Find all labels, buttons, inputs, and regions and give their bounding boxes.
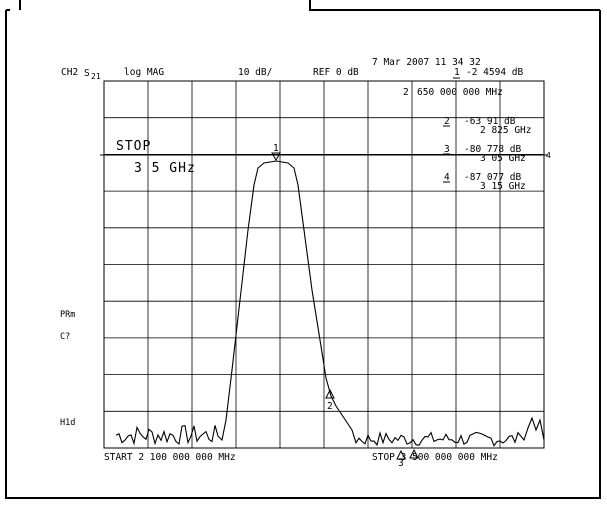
marker-4-offscale-label: 4 — [546, 151, 551, 160]
graticule — [100, 80, 548, 449]
marker-table-row: 4 -87 077 dB3 15 GHz — [443, 172, 526, 192]
svg-text:2: 2 — [327, 401, 333, 412]
marker-3-glyph: 3 — [396, 449, 406, 469]
marker-table-row: 3 -80 778 dB3 05 GHz — [443, 144, 526, 164]
param-label: S — [84, 68, 90, 79]
active-marker-freq-number: 2 — [403, 87, 409, 98]
format-label: log MAG — [124, 67, 164, 78]
pram-label: PRm — [60, 310, 75, 320]
active-marker-number: 1 — [454, 67, 460, 78]
svg-text:1: 1 — [273, 143, 279, 154]
svg-text:3: 3 — [398, 458, 404, 469]
cq-label: C? — [60, 332, 70, 342]
marker-number: 3 — [444, 144, 450, 155]
entry-value: 3 5 GHz — [134, 161, 196, 176]
marker-table: 2 -63 91 dB2 825 GHz 3 -80 778 dB3 05 GHz 4 -… — [443, 116, 531, 192]
marker-2-glyph: 2 — [325, 388, 335, 412]
marker-number: 4 — [444, 172, 450, 183]
marker-1-glyph: 1 — [271, 143, 281, 162]
start-frequency: START 2 100 000 000 MHz — [104, 452, 236, 463]
marker-db-value: -80 778 dB — [464, 144, 521, 155]
hold-label: H1d — [60, 418, 75, 428]
marker-freq-value: 3 05 GHz — [480, 153, 526, 164]
timestamp: 7 Mar 2007 11 34 32 — [372, 57, 481, 68]
marker-table-row: 2 -63 91 dB2 825 GHz — [443, 116, 531, 136]
entry-label: STOP — [116, 139, 151, 154]
display-frame — [5, 0, 601, 499]
s21-trace — [115, 160, 545, 447]
marker-freq-value: 2 825 GHz — [480, 125, 531, 136]
stop-frequency: STOP 3 500 000 000 MHz — [372, 452, 498, 463]
marker-number: 2 — [444, 116, 450, 127]
marker-db-value: -63 91 dB — [464, 116, 516, 127]
channel-label: CH2 — [61, 67, 78, 78]
marker-freq-value: 3 15 GHz — [480, 181, 526, 192]
active-marker-freq: 650 000 000 MHz — [417, 87, 503, 98]
active-marker-value: -2 4594 dB — [466, 67, 523, 78]
reference-label: REF 0 dB — [313, 67, 359, 78]
scale-label: 10 dB/ — [238, 67, 272, 78]
marker-4-glyph — [409, 448, 419, 459]
param-subscript: 21 — [91, 72, 101, 81]
marker-db-value: -87 077 dB — [464, 172, 521, 183]
